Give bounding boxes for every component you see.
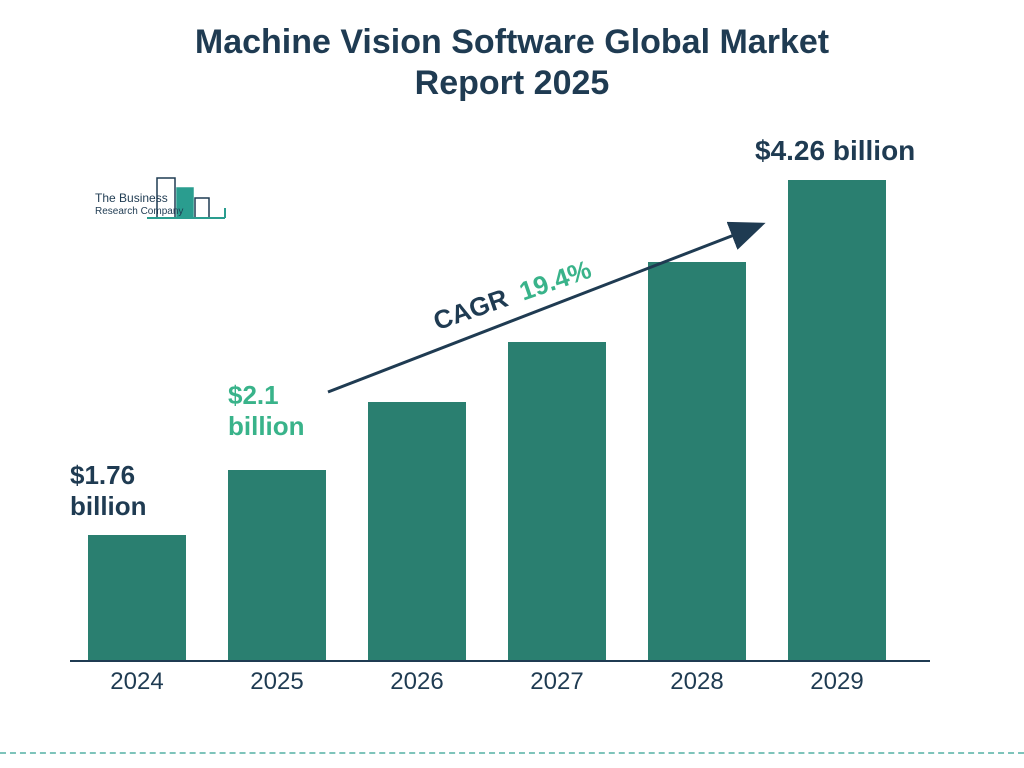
x-label-2025: 2025 bbox=[218, 668, 336, 696]
bar-2026 bbox=[368, 402, 466, 660]
footer-dashed-line bbox=[0, 752, 1024, 754]
data-label-2: $4.26 billion bbox=[755, 134, 915, 168]
bar-2028 bbox=[648, 262, 746, 660]
x-label-2026: 2026 bbox=[358, 668, 476, 696]
bar-chart: 2024 2025 2026 2027 2028 2029 $1.76billion $2.1… bbox=[0, 0, 1024, 768]
y-axis-label: Market Size (in USD billion) bbox=[986, 640, 1009, 768]
chart-canvas: { "title": { "text": "Machine Vision Sof… bbox=[0, 0, 1024, 768]
bar-2024 bbox=[88, 535, 186, 660]
x-axis-line bbox=[70, 660, 930, 662]
x-label-2027: 2027 bbox=[498, 668, 616, 696]
bar-2025 bbox=[228, 470, 326, 660]
bar-2027 bbox=[508, 342, 606, 660]
data-label-0: $1.76billion bbox=[70, 460, 147, 522]
x-label-2028: 2028 bbox=[638, 668, 756, 696]
bar-2029 bbox=[788, 180, 886, 660]
data-label-1: $2.1billion bbox=[228, 380, 305, 442]
x-label-2024: 2024 bbox=[78, 668, 196, 696]
x-label-2029: 2029 bbox=[778, 668, 896, 696]
